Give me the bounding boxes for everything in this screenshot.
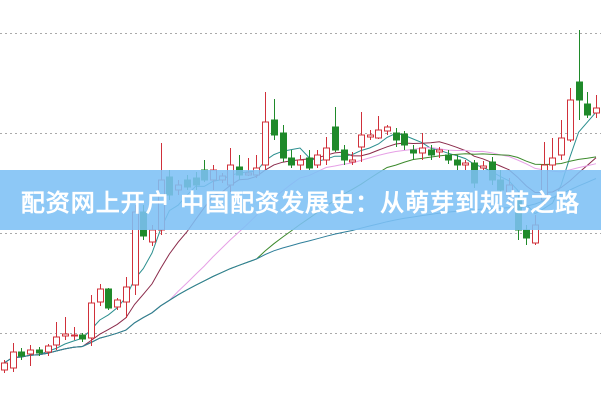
candle-body <box>393 132 400 141</box>
candle-up <box>349 152 356 165</box>
candle-up <box>480 161 487 170</box>
candle-body <box>53 336 60 346</box>
candle-up <box>375 116 382 139</box>
candle-down <box>306 150 313 170</box>
candle-body <box>271 119 278 136</box>
candle-up <box>45 344 52 356</box>
candle-body <box>323 147 330 161</box>
candle-body <box>462 162 469 166</box>
candle-up <box>123 277 130 318</box>
candle-body <box>549 157 556 166</box>
candle-body <box>341 149 348 161</box>
candle-up <box>88 295 95 346</box>
title-banner: 配资网上开户 中国配资发展史：从萌芽到规范之路 <box>0 170 601 230</box>
candle-body <box>314 154 321 166</box>
candle-up <box>419 133 426 160</box>
candle-body <box>480 165 487 169</box>
candle-body <box>419 147 426 154</box>
candle-down <box>280 125 287 162</box>
candle-body <box>306 157 313 169</box>
candle-up <box>97 284 104 306</box>
candle-down <box>105 288 112 310</box>
candle-body <box>10 351 17 369</box>
candle-body <box>367 134 374 138</box>
candle-down <box>393 128 400 147</box>
candle-body <box>358 134 365 148</box>
candle-up <box>593 95 600 118</box>
banner-title: 配资网上开户 中国配资发展史：从萌芽到规范之路 <box>20 188 581 217</box>
candle-body <box>428 149 435 156</box>
candle-up <box>53 322 60 350</box>
candle-up <box>71 327 78 340</box>
candle-body <box>262 121 269 166</box>
candle-up <box>558 120 565 160</box>
candle-up <box>314 150 321 168</box>
candle-body <box>97 288 104 303</box>
candle-up <box>27 345 34 366</box>
candle-up <box>358 112 365 162</box>
candle-up <box>1 360 8 373</box>
candle-up <box>114 298 121 310</box>
candle-down <box>36 347 43 356</box>
candle-down <box>410 145 417 160</box>
candle-down <box>18 348 25 360</box>
candle-body <box>71 334 78 337</box>
candle-down <box>454 155 461 170</box>
candle-body <box>401 133 408 146</box>
candle-up <box>462 160 469 170</box>
candle-body <box>18 351 25 357</box>
candle-body <box>558 137 565 156</box>
candle-body <box>149 229 156 243</box>
candle-down <box>428 145 435 160</box>
candle-body <box>593 107 600 114</box>
candle-down <box>332 107 339 152</box>
candle-body <box>297 159 304 166</box>
candle-body <box>36 349 43 354</box>
candle-body <box>105 288 112 309</box>
candle-down <box>584 92 591 118</box>
candle-down <box>288 150 295 168</box>
candle-up <box>567 88 574 142</box>
candle-body <box>410 149 417 154</box>
candle-up <box>262 92 269 170</box>
candle-body <box>114 299 121 308</box>
candle-up <box>549 138 556 170</box>
candle-body <box>384 126 391 132</box>
candle-body <box>454 159 461 166</box>
candle-body <box>576 81 583 101</box>
candle-body <box>62 333 69 337</box>
candle-body <box>332 126 339 151</box>
candle-body <box>79 334 86 340</box>
candle-body <box>1 362 8 371</box>
candle-body <box>280 132 287 159</box>
candle-body <box>27 349 34 355</box>
candle-down <box>401 131 408 150</box>
candle-up <box>323 137 330 165</box>
candle-down <box>79 333 86 342</box>
candle-up <box>297 155 304 170</box>
candle-body <box>567 99 574 141</box>
candle-body <box>88 302 95 339</box>
candle-up <box>367 130 374 140</box>
candle-up <box>436 147 443 158</box>
candle-down <box>445 150 452 164</box>
candle-body <box>123 286 130 303</box>
candle-down <box>576 30 583 120</box>
candle-up <box>10 343 17 372</box>
candle-up <box>384 125 391 135</box>
candle-body <box>288 157 295 166</box>
candle-body <box>436 149 443 153</box>
candle-down <box>341 145 348 165</box>
candle-body <box>45 345 52 353</box>
candle-body <box>584 103 591 116</box>
candle-body <box>445 154 452 161</box>
candle-up <box>62 317 69 340</box>
candle-down <box>271 99 278 140</box>
candle-body <box>375 129 382 139</box>
candle-body <box>349 159 356 163</box>
candle-body <box>523 229 530 239</box>
